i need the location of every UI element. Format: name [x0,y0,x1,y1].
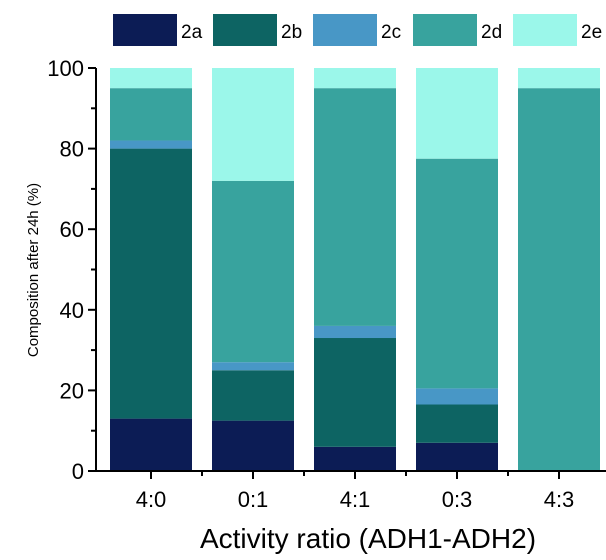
bar-2d-4-0 [110,88,192,141]
bar-2a-4-0 [110,418,192,471]
bar-2d-4-3 [518,88,600,472]
bar-2a-0-1 [212,420,294,471]
bar-2b-4-1 [314,338,396,447]
bar-2e-4-3 [518,68,600,89]
y-tick-label: 60 [60,217,84,242]
bar-2b-0-1 [212,370,294,421]
x-tick-label: 4:3 [544,487,575,512]
bar-2d-0-1 [212,180,294,363]
x-tick-label: 0:3 [442,487,473,512]
legend-label-2b: 2b [281,22,302,43]
bar-2c-4-0 [110,140,192,149]
bar-2e-4-1 [314,68,396,89]
x-axis-title: Activity ratio (ADH1-ADH2) [200,523,536,554]
bar-2a-0-3 [416,442,498,471]
legend-swatch-2b [213,14,277,46]
legend-swatch-2e [513,14,577,46]
bar-2e-0-1 [212,68,294,181]
x-tick-label: 4:1 [340,487,371,512]
legend-label-2a: 2a [181,22,203,43]
x-tick-label: 0:1 [238,487,269,512]
legend-swatch-2c [313,14,377,46]
y-axis-title: Composition after 24h (%) [25,183,42,357]
bar-2a-4-1 [314,446,396,471]
x-tick-label: 4:0 [136,487,167,512]
bars [110,68,600,472]
legend-label-2d: 2d [481,22,502,43]
y-tick-label: 0 [72,459,84,484]
y-ticks: 0 20 40 60 80 100 [47,56,96,484]
y-tick-label: 20 [60,378,84,403]
legend-label-2e: 2e [581,22,602,43]
bar-2d-4-1 [314,88,396,326]
legend-swatch-2d [413,14,477,46]
bar-2b-0-3 [416,404,498,443]
bar-2d-0-3 [416,158,498,389]
bar-2c-4-1 [314,325,396,339]
y-tick-label: 80 [60,137,84,162]
bar-2e-4-0 [110,68,192,89]
legend-swatch-2a [113,14,177,46]
bar-2c-0-1 [212,362,294,371]
x-ticks: 4:0 0:1 4:1 0:3 4:3 [136,471,575,512]
bar-2e-0-3 [416,68,498,159]
bar-2c-0-3 [416,388,498,405]
bar-2b-4-0 [110,148,192,419]
y-tick-label: 40 [60,298,84,323]
y-tick-label: 100 [47,56,84,81]
legend: 2a 2b 2c 2d 2e [113,14,602,46]
legend-label-2c: 2c [381,22,401,43]
